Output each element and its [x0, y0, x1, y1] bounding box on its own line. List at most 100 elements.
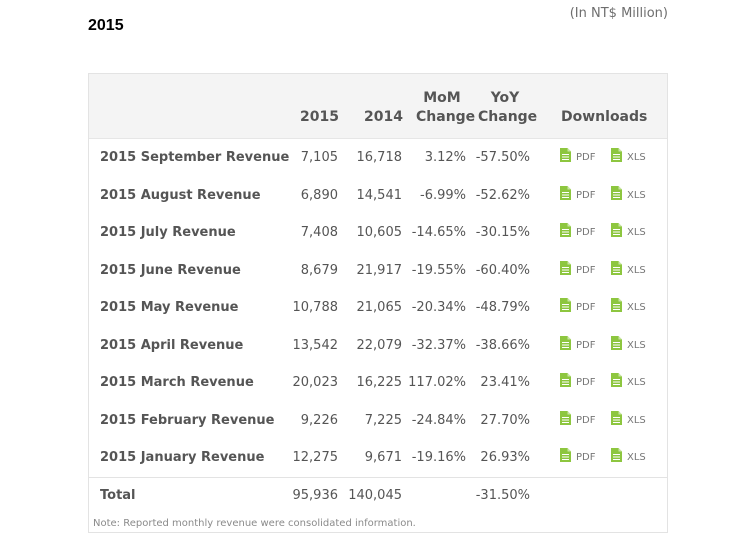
pdf-download-link[interactable]: PDF [560, 139, 595, 176]
units-note: (In NT$ Million) [569, 6, 668, 21]
row-yoy-change: 26.93% [480, 450, 530, 465]
row-value-2015: 9,226 [300, 412, 338, 428]
table-header: 2015 2014 MoM Change YoY Change Download… [89, 74, 667, 139]
row-value-2015: 8,679 [300, 262, 338, 278]
xls-label: XLS [627, 189, 646, 201]
row-label: 2015 August Revenue [100, 187, 261, 203]
row-yoy-change: -52.62% [475, 187, 530, 203]
pdf-file-icon [560, 185, 571, 205]
row-label: 2015 March Revenue [100, 375, 254, 390]
row-value-2015: 13,542 [292, 337, 339, 353]
xls-download-link[interactable]: XLS [611, 289, 646, 326]
total-2015: 95,936 [292, 488, 339, 503]
xls-label: XLS [627, 452, 646, 463]
xls-download-link[interactable]: XLS [611, 327, 646, 364]
header-mom-line1: MoM [423, 90, 461, 106]
pdf-download-link[interactable]: PDF [560, 177, 595, 214]
pdf-download-link[interactable]: PDF [560, 214, 595, 251]
table-row: 2015 January Revenue 12,275 9,671 -19.16% 26… [89, 439, 667, 476]
row-yoy-change: -48.79% [475, 300, 530, 315]
row-label: 2015 July Revenue [100, 225, 236, 240]
header-yoy-line1: YoY [490, 90, 520, 106]
row-label: 2015 April Revenue [100, 337, 244, 353]
xls-file-icon [611, 148, 622, 167]
row-mom-change: -14.65% [411, 225, 466, 240]
xls-file-icon [611, 410, 622, 430]
header-yoy: YoY Change [478, 89, 538, 127]
revenue-table: 2015 2014 MoM Change YoY Change Download… [88, 73, 668, 533]
table-row: 2015 June Revenue 8,679 21,917 -19.55% -60.4… [89, 252, 667, 289]
total-row: Total 95,936 140,045 -31.50% [89, 477, 667, 514]
row-value-2014: 16,718 [356, 150, 403, 165]
xls-label: XLS [627, 302, 646, 313]
row-yoy-change: -57.50% [475, 150, 530, 165]
pdf-label: PDF [576, 377, 596, 388]
row-value-2015: 6,890 [300, 187, 338, 203]
row-label: 2015 May Revenue [100, 300, 239, 315]
pdf-label: PDF [576, 264, 596, 276]
pdf-label: PDF [576, 452, 596, 463]
total-label: Total [100, 488, 136, 503]
footnote: Note: Reported monthly revenue were cons… [93, 518, 416, 529]
xls-label: XLS [627, 152, 646, 163]
pdf-download-link[interactable]: PDF [560, 252, 595, 289]
row-label: 2015 January Revenue [100, 450, 265, 465]
row-yoy-change: 27.70% [480, 412, 530, 428]
pdf-file-icon [560, 373, 571, 392]
table-row: 2015 February Revenue 9,226 7,225 -24.84% 27… [89, 402, 667, 439]
header-2015: 2015 [300, 109, 339, 125]
table-row: 2015 July Revenue 7,408 10,605 -14.65% -30.1… [89, 214, 667, 251]
header-downloads: Downloads [561, 109, 648, 125]
xls-label: XLS [627, 264, 646, 276]
xls-label: XLS [627, 227, 646, 238]
row-mom-change: 117.02% [408, 375, 466, 390]
xls-label: XLS [627, 414, 646, 426]
pdf-label: PDF [576, 302, 596, 313]
xls-download-link[interactable]: XLS [611, 139, 646, 176]
xls-label: XLS [627, 377, 646, 388]
table-row: 2015 May Revenue 10,788 21,065 -20.34% -48.7… [89, 289, 667, 326]
page-heading-year: 2015 [88, 17, 124, 34]
row-mom-change: 3.12% [424, 150, 466, 165]
pdf-label: PDF [576, 152, 596, 163]
row-value-2014: 21,917 [356, 262, 403, 278]
row-value-2014: 7,225 [364, 412, 402, 428]
header-yoy-line2: Change [478, 109, 538, 125]
row-mom-change: -6.99% [420, 187, 466, 203]
pdf-label: PDF [576, 189, 596, 201]
xls-file-icon [611, 260, 622, 280]
pdf-file-icon [560, 448, 571, 467]
total-yoy: -31.50% [475, 488, 530, 503]
pdf-download-link[interactable]: PDF [560, 289, 595, 326]
row-value-2015: 7,408 [300, 225, 338, 240]
table-row: 2015 September Revenue 7,105 16,718 3.12% -5… [89, 139, 667, 176]
pdf-download-link[interactable]: PDF [560, 364, 595, 401]
pdf-download-link[interactable]: PDF [560, 439, 595, 476]
row-value-2014: 22,079 [356, 337, 403, 353]
row-value-2015: 10,788 [292, 300, 339, 315]
xls-label: XLS [627, 339, 646, 351]
header-mom-line2: Change [416, 109, 476, 125]
row-value-2014: 10,605 [356, 225, 403, 240]
row-value-2015: 12,275 [292, 450, 339, 465]
xls-download-link[interactable]: XLS [611, 402, 646, 439]
xls-download-link[interactable]: XLS [611, 214, 646, 251]
xls-download-link[interactable]: XLS [611, 439, 646, 476]
pdf-file-icon [560, 223, 571, 242]
xls-download-link[interactable]: XLS [611, 364, 646, 401]
xls-download-link[interactable]: XLS [611, 252, 646, 289]
xls-file-icon [611, 373, 622, 392]
table-row: 2015 August Revenue 6,890 14,541 -6.99% -52.… [89, 177, 667, 214]
row-mom-change: -20.34% [411, 300, 466, 315]
pdf-download-link[interactable]: PDF [560, 402, 595, 439]
pdf-file-icon [560, 148, 571, 167]
xls-file-icon [611, 298, 622, 317]
row-label: 2015 June Revenue [100, 262, 241, 278]
pdf-download-link[interactable]: PDF [560, 327, 595, 364]
xls-download-link[interactable]: XLS [611, 177, 646, 214]
row-value-2014: 16,225 [356, 375, 403, 390]
pdf-label: PDF [576, 227, 596, 238]
header-2014: 2014 [364, 109, 403, 125]
row-value-2015: 7,105 [300, 150, 338, 165]
xls-file-icon [611, 448, 622, 467]
